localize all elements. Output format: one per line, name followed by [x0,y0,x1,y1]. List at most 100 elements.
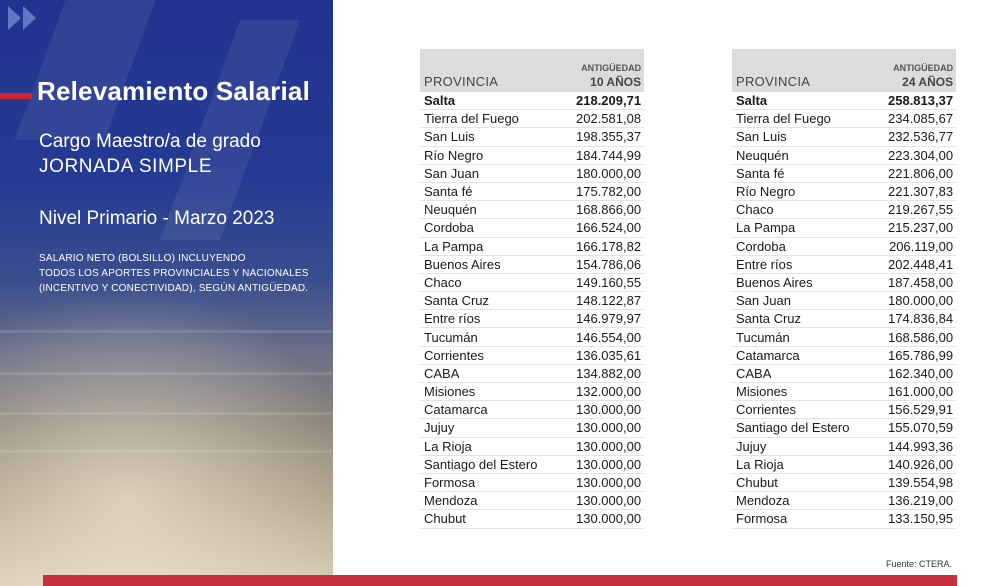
province-name: Salta [732,92,888,111]
table-row: San Juan 180.000,00 [732,291,957,311]
salary-value: 165.786,99 [888,346,957,365]
table-row: Misiones 132.000,00 [420,382,645,402]
table-row: Jujuy 144.993,36 [732,437,957,456]
salary-value: 130.000,00 [576,455,645,474]
salary-value: 206.119,00 [888,237,957,256]
salary-value: 149.160,55 [576,273,645,293]
table-row: Formosa 130.000,00 [420,473,645,493]
salary-value: 215.237,00 [888,218,957,238]
table-row: La Pampa 215.237,00 [732,218,957,238]
salary-value: 130.000,00 [576,400,645,420]
salary-value: 133.150,95 [888,509,957,529]
province-name: Catamarca [732,346,888,365]
salary-value: 130.000,00 [576,418,645,438]
province-name: Tucumán [420,327,576,347]
salary-value: 187.458,00 [888,273,957,293]
table-body: Salta 258.813,37 Tierra del Fuego 234.085,6… [732,92,957,529]
salary-note-line: TODOS LOS APORTES PROVINCIALES Y NACIONA… [39,268,309,279]
table-row: Tierra del Fuego 234.085,67 [732,109,957,129]
column-header-province: PROVINCIA [420,49,576,92]
table-row: Corrientes 156.529,91 [732,400,957,420]
salary-value: 139.554,98 [888,473,957,493]
table-row: Buenos Aires 187.458,00 [732,273,957,293]
province-name: Cordoba [732,237,888,256]
province-name: La Rioja [420,437,576,456]
table-header-row: PROVINCIA ANTIGÜEDAD 10 AÑOS [420,49,645,92]
salary-value: 148.122,87 [576,291,645,311]
hero-panel: Relevamiento Salarial Cargo Maestro/a de… [0,0,333,586]
table-row: Mendoza 136.219,00 [732,491,957,511]
salary-value: 140.926,00 [888,455,957,474]
province-name: La Pampa [732,218,888,238]
province-name: Formosa [732,509,888,529]
table-row: CABA 134.882,00 [420,364,645,384]
province-name: Cordoba [420,218,576,238]
salary-value: 146.554,00 [576,327,645,347]
table-row: Catamarca 130.000,00 [420,400,645,420]
level-date-label: Nivel Primario - Marzo 2023 [39,208,275,229]
table-row: Catamarca 165.786,99 [732,346,957,365]
salary-value: 130.000,00 [576,473,645,493]
province-name: Salta [420,92,576,111]
table-row: Formosa 133.150,95 [732,509,957,529]
salary-value: 219.267,55 [888,200,957,220]
salary-value: 202.581,08 [576,109,645,129]
province-name: Tierra del Fuego [732,109,888,129]
salary-value: 156.529,91 [888,400,957,420]
seniority-years: 24 AÑOS [902,75,954,89]
province-name: La Rioja [732,455,888,474]
salary-value: 134.882,00 [576,364,645,384]
salary-value: 223.304,00 [888,146,957,165]
background-shelf [0,450,333,453]
salary-value: 136.219,00 [888,491,957,511]
table-row: Río Negro 221.307,83 [732,182,957,202]
province-name: Santa Cruz [732,309,888,329]
salary-value: 166.524,00 [576,218,645,238]
salary-note-line: (INCENTIVO Y CONECTIVIDAD), SEGÚN ANTIGÜ… [39,283,309,294]
salary-value: 184.744,99 [576,146,645,165]
province-name: Chubut [420,509,576,529]
salary-value: 146.979,97 [576,309,645,329]
table-row: La Pampa 166.178,82 [420,237,645,256]
salary-value: 218.209,71 [576,92,645,111]
province-name: San Juan [732,291,888,311]
table-row: Salta 218.209,71 [420,92,645,111]
table-row: Neuquén 223.304,00 [732,146,957,165]
province-name: Chubut [732,473,888,493]
salary-value: 232.536,77 [888,127,957,147]
province-name: Tierra del Fuego [420,109,576,129]
province-name: Santa Cruz [420,291,576,311]
table-row: Buenos Aires 154.786,06 [420,255,645,274]
province-name: Entre ríos [732,255,888,274]
province-name: San Juan [420,164,576,183]
salary-value: 198.355,37 [576,127,645,147]
salary-note: SALARIO NETO (BOLSILLO) INCLUYENDO TODOS… [39,251,324,296]
table-row: Río Negro 184.744,99 [420,146,645,165]
salary-value: 155.070,59 [888,418,957,438]
seniority-years: 10 AÑOS [590,75,642,89]
province-name: Río Negro [420,146,576,165]
table-row: La Rioja 130.000,00 [420,437,645,456]
schedule-label: JORNADA SIMPLE [39,156,213,177]
province-name: Río Negro [732,182,888,202]
table-row: Santiago del Estero 130.000,00 [420,455,645,474]
salary-value: 166.178,82 [576,237,645,256]
province-name: Misiones [420,382,576,402]
chevrons-icon [8,6,38,30]
salary-value: 144.993,36 [888,437,957,456]
salary-value: 221.307,83 [888,182,957,202]
salary-note-line: SALARIO NETO (BOLSILLO) INCLUYENDO [39,253,246,264]
table-row: Cordoba 206.119,00 [732,237,957,256]
salary-value: 130.000,00 [576,437,645,456]
bottom-accent-bar [43,575,957,586]
province-name: Chaco [420,273,576,293]
salary-value: 161.000,00 [888,382,957,402]
table-row: Misiones 161.000,00 [732,382,957,402]
salary-value: 136.035,61 [576,346,645,365]
table-row: Tucumán 146.554,00 [420,327,645,347]
province-name: Neuquén [732,146,888,165]
province-name: Tucumán [732,327,888,347]
table-row: San Luis 232.536,77 [732,127,957,147]
salary-value: 180.000,00 [888,291,957,311]
table-row: Santa Cruz 174.836,84 [732,309,957,329]
